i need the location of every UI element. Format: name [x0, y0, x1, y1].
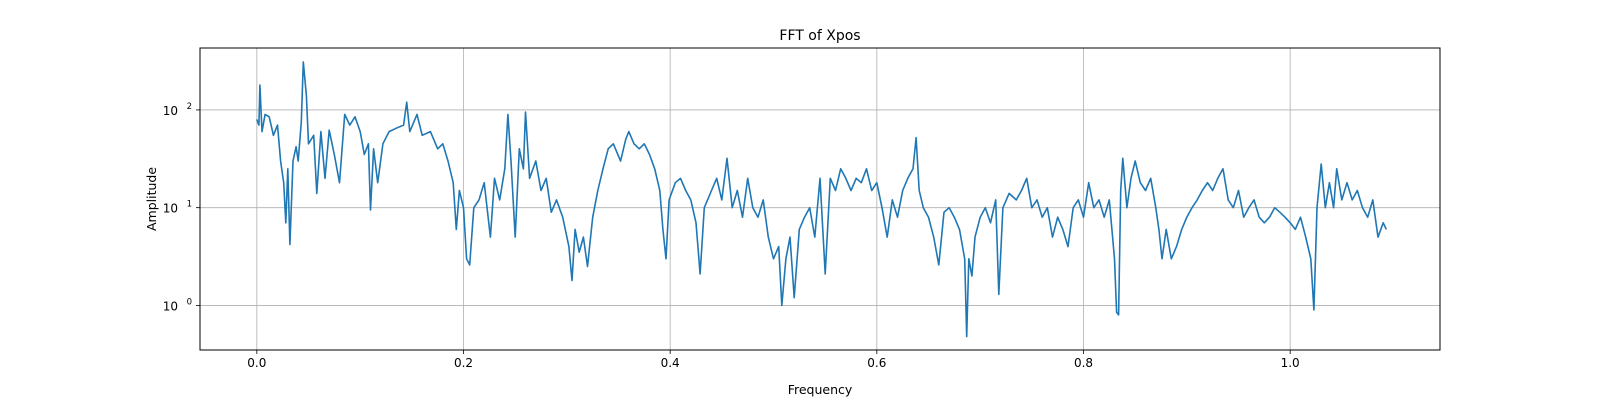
x-tick-label: 1.0: [1281, 356, 1300, 370]
x-tick-label: 0.2: [454, 356, 473, 370]
x-tick-label: 0.6: [867, 356, 886, 370]
chart-title: FFT of Xpos: [779, 28, 860, 44]
x-tick-label: 0.0: [247, 356, 266, 370]
x-tick-label: 0.4: [661, 356, 680, 370]
y-tick-label: 10: [163, 104, 178, 118]
series-layer: [256, 61, 1388, 338]
y-tick-exponent: 1: [187, 200, 192, 210]
y-axis-label: Amplitude: [144, 167, 159, 231]
y-tick-label: 10: [163, 299, 178, 313]
x-axis: 0.0 0.2 0.4 0.6 0.8 1.0: [247, 350, 1300, 370]
y-tick-label: 10: [163, 202, 178, 216]
x-axis-label: Frequency: [788, 382, 853, 397]
plot-frame: [199, 47, 1441, 351]
series-line: [256, 61, 1388, 338]
y-axis: 10 0 10 1 10 2: [163, 102, 200, 313]
y-tick-exponent: 0: [187, 297, 192, 307]
y-tick-exponent: 2: [187, 102, 192, 112]
x-tick-label: 0.8: [1074, 356, 1093, 370]
